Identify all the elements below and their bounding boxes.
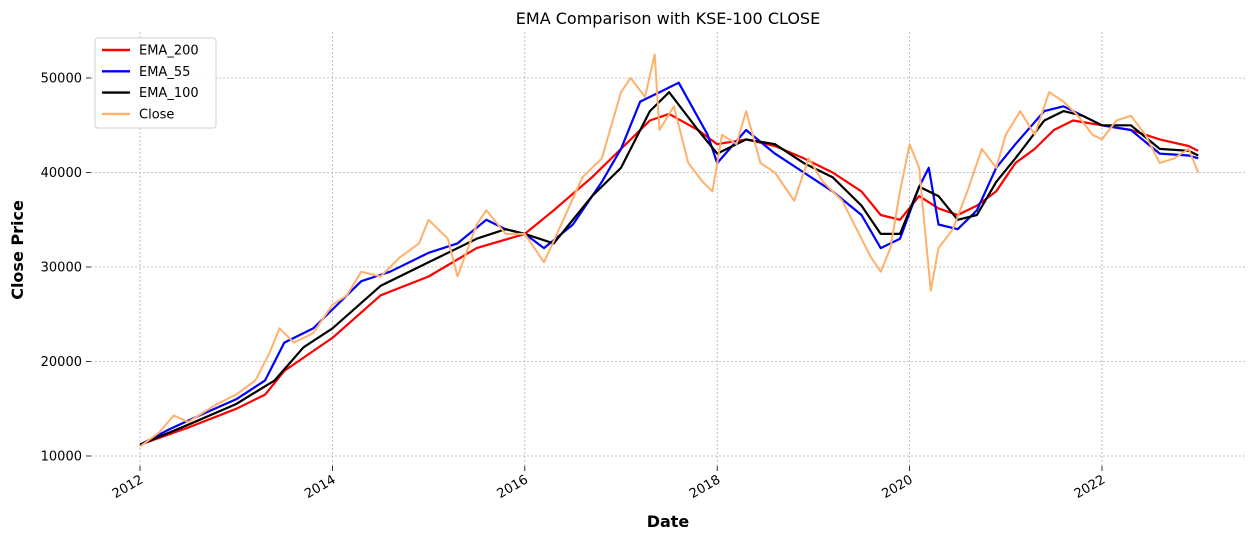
series-line-ema-55: [139, 81, 1199, 446]
x-tick-label: 2018: [687, 472, 723, 502]
x-axis: 2012 2014 2016 2018 2020 2022: [110, 466, 1108, 502]
y-tick-label: 40000: [41, 166, 82, 181]
series-layer: [139, 53, 1200, 448]
y-axis: 10000 20000 30000 40000 50000: [41, 72, 91, 465]
y-axis-label: Close Price: [8, 200, 27, 300]
grid: [91, 32, 1246, 466]
x-tick-label: 2020: [879, 472, 915, 502]
series-line-ema-200: [139, 112, 1199, 446]
legend-label: EMA_100: [139, 86, 199, 101]
y-tick-label: 50000: [41, 72, 82, 87]
x-axis-label: Date: [647, 512, 690, 531]
legend-label: EMA_200: [139, 44, 199, 59]
legend-label: Close: [139, 107, 174, 122]
legend-label: EMA_55: [139, 65, 190, 80]
legend: EMA_200 EMA_55 EMA_100 Close: [94, 37, 217, 129]
legend-box: [94, 37, 217, 129]
y-tick-label: 30000: [41, 261, 82, 276]
y-tick-label: 20000: [41, 355, 82, 370]
x-tick-label: 2022: [1072, 472, 1108, 502]
x-tick-label: 2014: [302, 472, 338, 502]
x-tick-label: 2012: [110, 472, 146, 502]
series-line-ema-100: [139, 91, 1199, 446]
x-tick-label: 2016: [495, 472, 531, 502]
y-tick-label: 10000: [41, 450, 82, 465]
series-line-close: [139, 53, 1200, 448]
chart-title: EMA Comparison with KSE-100 CLOSE: [516, 9, 820, 28]
